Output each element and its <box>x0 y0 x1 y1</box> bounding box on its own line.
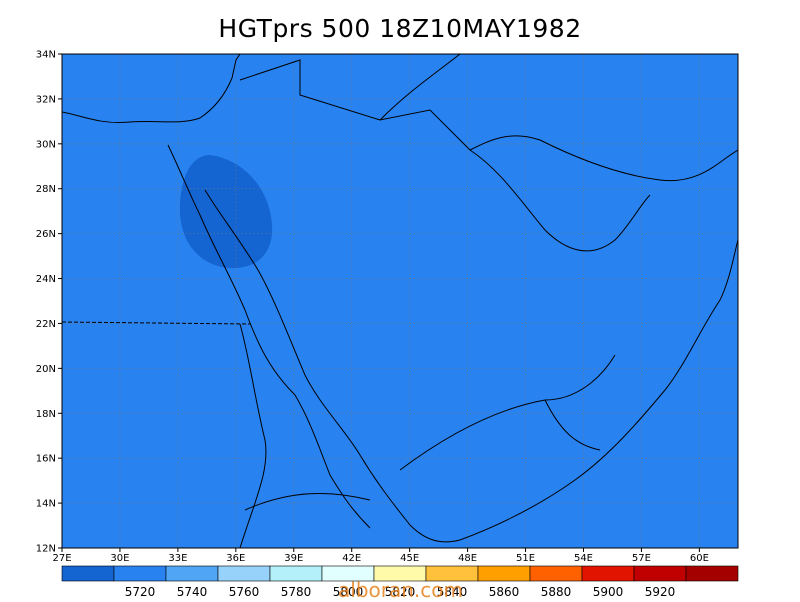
lon-tick-label: 48E <box>458 553 477 564</box>
lon-tick-label: 30E <box>110 553 129 564</box>
legend-label: 5900 <box>593 585 624 599</box>
legend-swatch <box>217 565 271 582</box>
legend-swatch <box>633 565 687 582</box>
legend-swatch <box>113 565 167 582</box>
watermark-text: alboran.com <box>338 578 463 602</box>
lon-tick-label: 45E <box>400 553 419 564</box>
coastline-levant <box>231 54 241 79</box>
border-horn <box>244 492 371 511</box>
lat-tick-label: 28N <box>36 184 56 195</box>
border-egypt-sudan <box>62 321 251 325</box>
lon-tick-label: 51E <box>516 553 535 564</box>
coastline-persian-gulf <box>469 149 651 252</box>
lon-tick-label: 39E <box>284 553 303 564</box>
legend-label: 5720 <box>125 585 156 599</box>
border-arabia-north <box>239 59 471 151</box>
lat-tick-label: 32N <box>36 94 56 105</box>
legend-swatch <box>685 565 739 582</box>
legend-label: 5800 <box>333 585 364 599</box>
lon-tick-label: 36E <box>226 553 245 564</box>
lon-tick-label: 57E <box>632 553 651 564</box>
legend-label: 5840 <box>437 585 468 599</box>
lon-tick-label: 54E <box>574 553 593 564</box>
legend-label: 5740 <box>177 585 208 599</box>
border-arabia-yemen <box>399 354 616 471</box>
lon-tick-label: 60E <box>690 553 709 564</box>
legend-label: 5760 <box>229 585 260 599</box>
map-title: HGTprs 500 18Z10MAY1982 <box>218 14 582 43</box>
lat-tick-label: 20N <box>36 364 56 375</box>
lon-tick-label: 42E <box>342 553 361 564</box>
border-oman <box>544 399 601 451</box>
legend-swatch <box>477 565 531 582</box>
map-frame <box>61 53 739 549</box>
legend-label: 5880 <box>541 585 572 599</box>
lat-tick-label: 34N <box>36 50 56 61</box>
lat-tick-label: 18N <box>36 409 56 420</box>
lat-tick-label: 12N <box>36 544 56 555</box>
coastline-iran <box>469 135 738 182</box>
boundary-lines <box>62 54 738 548</box>
legend-swatch <box>61 565 115 582</box>
coastline-red-sea-east <box>204 189 461 543</box>
lat-tick-label: 14N <box>36 499 56 510</box>
contour-band-5720 <box>62 54 738 548</box>
graticule <box>62 54 738 548</box>
legend-swatch <box>581 565 635 582</box>
lon-tick-label: 27E <box>52 553 71 564</box>
legend-label: 5820 <box>385 585 416 599</box>
border-sudan-east <box>239 323 267 548</box>
legend-label: 5860 <box>489 585 520 599</box>
lat-tick-label: 22N <box>36 319 56 330</box>
color-legend: 5720 5740 5760 5780 5800 5820 5840 5860 5880 5900… <box>61 565 739 599</box>
lon-tick-label: 33E <box>168 553 187 564</box>
contour-fill-layer <box>62 54 738 548</box>
coastline-gulf-of-aden <box>459 239 738 541</box>
legend-swatch <box>165 565 219 582</box>
coastline-mediterranean <box>62 77 233 124</box>
lat-tick-label: 24N <box>36 274 56 285</box>
coastline-red-sea-west <box>167 144 371 529</box>
legend-swatch <box>529 565 583 582</box>
lat-tick-label: 30N <box>36 139 56 150</box>
lat-tick-label: 26N <box>36 229 56 240</box>
contour-band-5700 <box>180 155 273 269</box>
border-iraq <box>379 54 461 121</box>
legend-label: 5780 <box>281 585 312 599</box>
legend-swatch <box>269 565 323 582</box>
longitude-axis: 27E 30E 33E 36E 39E 42E 45E 48E 51E 54E 57E 60E <box>52 548 709 564</box>
lat-tick-label: 16N <box>36 454 56 465</box>
legend-label: 5920 <box>645 585 676 599</box>
latitude-axis: 12N 14N 16N 18N 20N 22N 24N 26N 28N 30N 32N 34N <box>36 50 62 555</box>
